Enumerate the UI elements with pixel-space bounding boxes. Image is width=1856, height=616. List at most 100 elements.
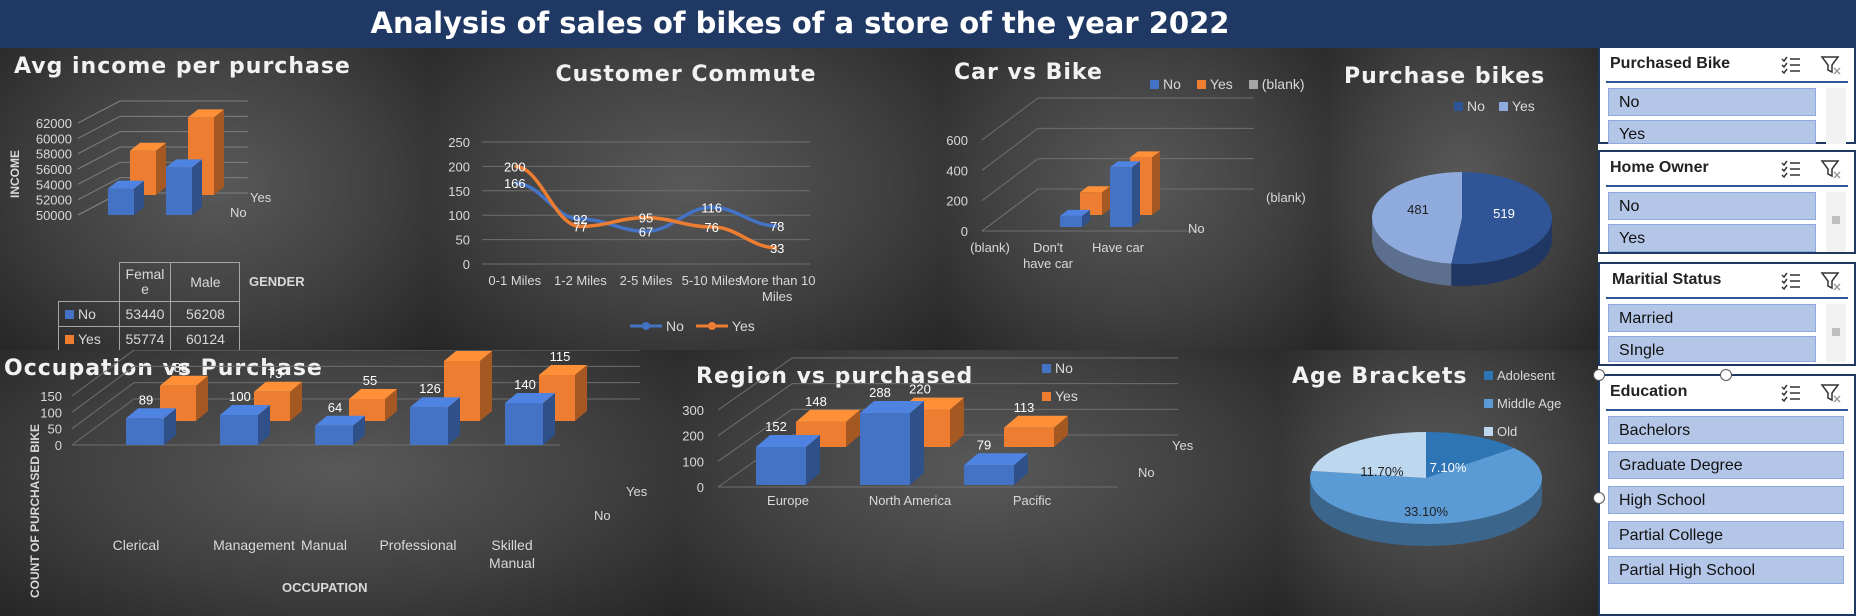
- occupation-plot: 1501005008873551501158910064126140Cleric…: [40, 350, 648, 571]
- slicer-item[interactable]: No: [1608, 88, 1816, 116]
- y-tick-label: 0: [55, 438, 62, 453]
- data-label-no: 288: [869, 385, 891, 400]
- bar-yes: [796, 409, 860, 447]
- resize-handle[interactable]: [1720, 369, 1732, 381]
- legend-label: Yes: [731, 318, 755, 334]
- slicer-marital-status[interactable]: Maritial Status Married SIngle: [1598, 262, 1856, 366]
- occupation-chart[interactable]: Occupation vs Purchase COUNT OF PURCHASE…: [0, 350, 678, 616]
- y-tick-label: 100: [682, 454, 704, 469]
- chart-title: Customer Commute: [555, 62, 817, 87]
- legend-item: Middle Age: [1484, 396, 1561, 411]
- avg-income-chart[interactable]: Avg income per purchase INCOME 62000 6000…: [0, 48, 430, 350]
- multi-select-icon[interactable]: [1780, 158, 1802, 180]
- data-label-yes: 77: [573, 219, 587, 234]
- commute-plot: 250 200 150 100 50 0 0-1 Miles 1-2 Miles 2-5 Mil…: [448, 135, 816, 304]
- multi-select-icon[interactable]: [1780, 54, 1802, 76]
- pie-slice: [1451, 172, 1552, 264]
- slicer-header: Purchased Bike: [1600, 48, 1854, 82]
- data-label-yes: 55: [363, 373, 377, 388]
- slicer-item[interactable]: Partial High School: [1608, 556, 1844, 584]
- legend: No Yes: [630, 318, 755, 334]
- age-pie: 7.10% 33.10% 11.70%: [1310, 432, 1542, 546]
- gridline-diag: [77, 146, 121, 170]
- chart-title: Age Brackets: [1292, 364, 1468, 389]
- clear-filter-icon[interactable]: [1820, 54, 1842, 76]
- slicer-header-line: [1606, 409, 1848, 411]
- legend-swatch-no: [65, 310, 74, 319]
- x-tick-label: have car: [1023, 256, 1074, 271]
- table-header-cell: Femal e: [118, 262, 172, 302]
- data-label-no: 78: [770, 219, 784, 234]
- data-table: Femal e Male No 53440 56208 Yes 55774 60…: [58, 262, 241, 350]
- legend-swatch-no: [1150, 79, 1159, 89]
- legend-label: Yes: [1511, 98, 1535, 114]
- scroll-thumb[interactable]: [1832, 216, 1840, 224]
- slicer-item[interactable]: No: [1608, 192, 1816, 220]
- x-tick-label: North America: [869, 493, 952, 508]
- region-chart[interactable]: Region vs purchased No Yes 300 200 100 0 148…: [678, 350, 1278, 616]
- slicer-education[interactable]: Education Bachelors Graduate Degree High…: [1598, 374, 1856, 616]
- clear-filter-icon[interactable]: [1820, 270, 1842, 292]
- y-tick-label: 58000: [36, 147, 72, 162]
- bar-no: [315, 415, 365, 445]
- scroll-thumb[interactable]: [1832, 328, 1840, 336]
- slicer-item[interactable]: Graduate Degree: [1608, 451, 1844, 479]
- data-label-no: 92: [573, 212, 587, 227]
- y-tick-label: 54000: [36, 177, 72, 192]
- slicer-scrollbar[interactable]: [1826, 88, 1846, 144]
- data-label-yes: 115: [550, 350, 571, 364]
- purchase-pie: 519 481: [1371, 172, 1552, 286]
- table-row: Yes 55774 60124: [58, 326, 241, 350]
- age-brackets-chart[interactable]: Age Brackets Adolesent Middle Age Old 7.…: [1278, 350, 1598, 616]
- slicer-item[interactable]: Yes: [1608, 120, 1816, 144]
- car-vs-bike-chart[interactable]: Car vs Bike No Yes (blank) 600 400 200 0 (bl…: [942, 48, 1326, 350]
- depth-label: Yes: [1172, 438, 1194, 453]
- slicer-item[interactable]: SIngle: [1608, 336, 1816, 362]
- slicer-item[interactable]: Bachelors: [1608, 416, 1844, 444]
- gridline-diag: [981, 97, 1039, 141]
- data-label-no: 152: [765, 419, 787, 434]
- slicer-title: Maritial Status: [1612, 271, 1722, 288]
- pie-side: [1372, 219, 1452, 286]
- slicer-scrollbar[interactable]: [1826, 304, 1846, 362]
- clear-filter-icon[interactable]: [1820, 158, 1842, 180]
- legend-swatch-blank: [1248, 79, 1258, 89]
- legend-label: Yes: [1055, 388, 1078, 404]
- pie-label: 519: [1493, 206, 1515, 221]
- purchase-bikes-chart[interactable]: Purchase bikes No Yes 519 481: [1326, 48, 1598, 350]
- slicer-item[interactable]: Yes: [1608, 224, 1816, 252]
- region-plot: 300 200 100 0 148 220 113 152 288 79 Europe North A…: [682, 357, 1194, 508]
- slicer-purchased-bike[interactable]: Purchased Bike No Yes: [1598, 46, 1856, 144]
- table-row: No 53440 56208: [58, 301, 241, 327]
- legend-label: Old: [1497, 424, 1518, 439]
- y-tick-label: 100: [448, 208, 470, 223]
- legend-label: Middle Age: [1497, 396, 1562, 411]
- slicer-home-owner[interactable]: Home Owner No Yes: [1598, 150, 1856, 254]
- table-header-row: Femal e Male: [59, 262, 241, 302]
- multi-select-icon[interactable]: [1780, 382, 1802, 404]
- slicer-header: Education: [1600, 376, 1854, 410]
- y-tick-label: 50: [456, 233, 470, 248]
- x-tick-label: Have car: [1092, 240, 1145, 255]
- resize-handle[interactable]: [1593, 492, 1605, 504]
- gridline-diag: [77, 100, 121, 124]
- x-tick-label: Europe: [767, 493, 809, 508]
- bar-no: [166, 159, 202, 215]
- clear-filter-icon[interactable]: [1820, 382, 1842, 404]
- slicer-item[interactable]: Married: [1608, 304, 1816, 332]
- legend-item: Adolesent: [1484, 368, 1555, 383]
- slicer-title: Purchased Bike: [1610, 55, 1731, 72]
- data-label-yes: 88: [174, 360, 188, 375]
- chart-title: Purchase bikes: [1344, 64, 1546, 89]
- depth-label: No: [594, 508, 611, 523]
- slicer-item[interactable]: High School: [1608, 486, 1844, 514]
- customer-commute-chart[interactable]: Customer Commute 250 200 150 100 50 0 0-1 Mile…: [430, 48, 942, 350]
- resize-handle[interactable]: [1593, 369, 1605, 381]
- row-label-text: No: [78, 306, 96, 322]
- bar-yes: [1080, 186, 1110, 215]
- slicer-item[interactable]: Partial College: [1608, 521, 1844, 549]
- slicer-scrollbar[interactable]: [1826, 192, 1846, 252]
- multi-select-icon[interactable]: [1780, 270, 1802, 292]
- legend-swatch: [1484, 399, 1493, 408]
- x-tick-label: More than 10: [739, 273, 816, 288]
